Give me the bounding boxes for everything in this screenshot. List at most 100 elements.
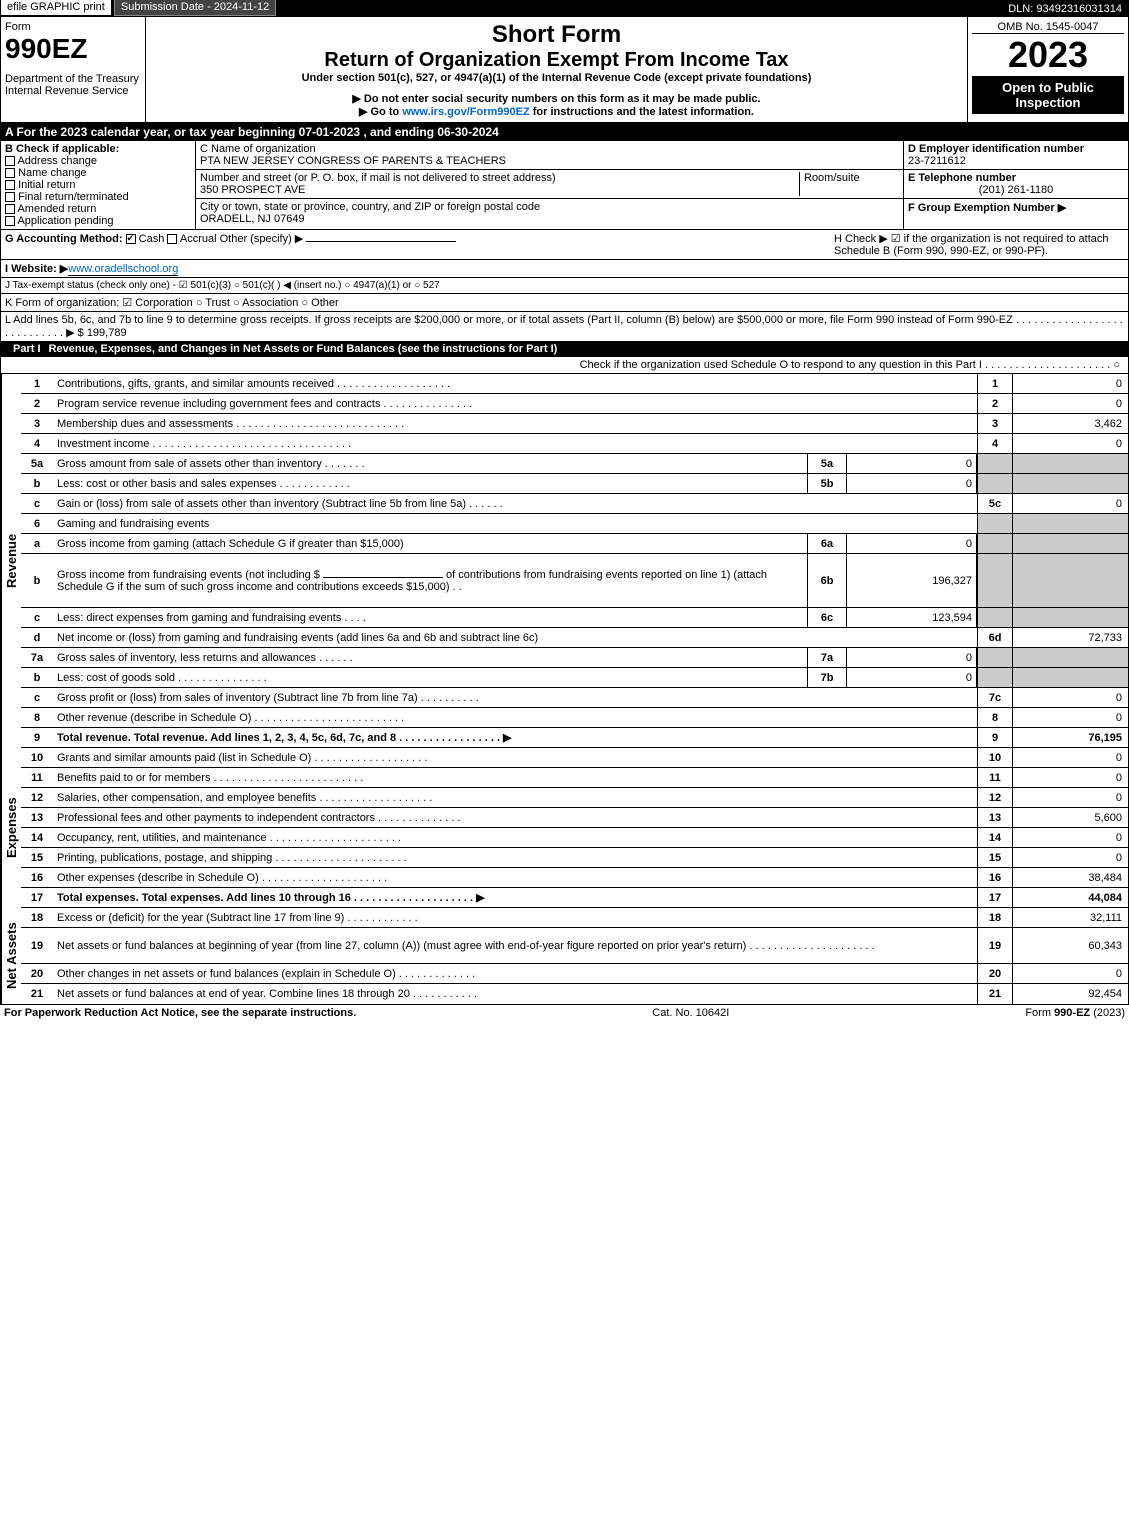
section-j: J Tax-exempt status (check only one) - ☑… <box>1 278 1128 294</box>
revenue-section: Revenue 1Contributions, gifts, grants, a… <box>1 374 1128 748</box>
line-21-desc: Net assets or fund balances at end of ye… <box>53 986 977 1002</box>
line-1-value: 0 <box>1013 374 1128 393</box>
line-6b-value: 196,327 <box>847 554 977 607</box>
line-8-desc: Other revenue (describe in Schedule O) .… <box>53 710 977 726</box>
short-form-title: Short Form <box>150 21 963 49</box>
gross-receipts-value: 199,789 <box>87 327 127 339</box>
netassets-vlabel: Net Assets <box>1 908 21 1004</box>
line-5a-desc: Gross amount from sale of assets other t… <box>53 456 807 472</box>
line-21-value: 92,454 <box>1013 984 1128 1004</box>
line-4-value: 0 <box>1013 434 1128 453</box>
final-return-checkbox[interactable] <box>5 192 15 202</box>
return-title: Return of Organization Exempt From Incom… <box>150 49 963 72</box>
footer-right: Form 990-EZ (2023) <box>1025 1007 1125 1019</box>
line-15-value: 0 <box>1013 848 1128 867</box>
line-10-desc: Grants and similar amounts paid (list in… <box>53 750 977 766</box>
line-11-desc: Benefits paid to or for members . . . . … <box>53 770 977 786</box>
line-6c-desc: Less: direct expenses from gaming and fu… <box>53 610 807 626</box>
section-k: K Form of organization: ☑ Corporation ○ … <box>1 294 1128 312</box>
line-5a-value: 0 <box>847 454 977 473</box>
line-10-value: 0 <box>1013 748 1128 767</box>
line-7c-value: 0 <box>1013 688 1128 707</box>
open-to-public: Open to Public Inspection <box>972 76 1124 114</box>
c-label: C Name of organization <box>200 143 899 155</box>
line-5b-desc: Less: cost or other basis and sales expe… <box>53 476 807 492</box>
app-pending-checkbox[interactable] <box>5 216 15 226</box>
addr-change-checkbox[interactable] <box>5 156 15 166</box>
line-9-value: 76,195 <box>1013 728 1128 747</box>
line-5b-value: 0 <box>847 474 977 493</box>
line-19-desc: Net assets or fund balances at beginning… <box>53 938 977 954</box>
netassets-section: Net Assets 18Excess or (deficit) for the… <box>1 908 1128 1004</box>
line-6a-value: 0 <box>847 534 977 553</box>
expenses-section: Expenses 10Grants and similar amounts pa… <box>1 748 1128 908</box>
line-11-value: 0 <box>1013 768 1128 787</box>
org-city: ORADELL, NJ 07649 <box>200 213 899 225</box>
line-7b-value: 0 <box>847 668 977 687</box>
form-number: 990EZ <box>5 33 141 65</box>
form-container: efile GRAPHIC print Submission Date - 20… <box>0 0 1129 1005</box>
page-footer: For Paperwork Reduction Act Notice, see … <box>0 1005 1129 1021</box>
expenses-vlabel: Expenses <box>1 748 21 908</box>
line-4-desc: Investment income . . . . . . . . . . . … <box>53 436 977 452</box>
line-3-desc: Membership dues and assessments . . . . … <box>53 416 977 432</box>
under-section: Under section 501(c), 527, or 4947(a)(1)… <box>150 72 963 84</box>
section-l: L Add lines 5b, 6c, and 7b to line 9 to … <box>1 312 1128 341</box>
dln: DLN: 93492316031314 <box>1002 1 1128 17</box>
line-9-desc: Total revenue. Total revenue. Add lines … <box>53 729 977 746</box>
name-change-checkbox[interactable] <box>5 168 15 178</box>
line-12-desc: Salaries, other compensation, and employ… <box>53 790 977 806</box>
line-12-value: 0 <box>1013 788 1128 807</box>
line-7a-value: 0 <box>847 648 977 667</box>
line-6c-value: 123,594 <box>847 608 977 627</box>
website-link[interactable]: www.oradellschool.org <box>68 263 178 276</box>
line-13-value: 5,600 <box>1013 808 1128 827</box>
line-18-desc: Excess or (deficit) for the year (Subtra… <box>53 910 977 926</box>
submission-date: Submission Date - 2024-11-12 <box>114 0 276 16</box>
group-exemption-label: F Group Exemption Number ▶ <box>908 202 1066 214</box>
amended-checkbox[interactable] <box>5 204 15 214</box>
irs-link[interactable]: www.irs.gov/Form990EZ <box>402 106 529 118</box>
irs-label: Internal Revenue Service <box>5 85 141 97</box>
cash-checkbox[interactable] <box>126 234 136 244</box>
ein-value: 23-7211612 <box>908 155 1124 167</box>
room-suite-label: Room/suite <box>799 172 899 196</box>
tax-year: 2023 <box>972 34 1124 76</box>
line-18-value: 32,111 <box>1013 908 1128 927</box>
part-i-title: Revenue, Expenses, and Changes in Net As… <box>49 343 1124 355</box>
section-h: H Check ▶ ☑ if the organization is not r… <box>834 232 1124 257</box>
section-b: B Check if applicable: Address change Na… <box>1 141 1128 230</box>
line-17-desc: Total expenses. Total expenses. Add line… <box>53 889 977 906</box>
footer-left: For Paperwork Reduction Act Notice, see … <box>4 1007 356 1019</box>
dept-treasury: Department of the Treasury <box>5 73 141 85</box>
check-if-applicable: B Check if applicable: Address change Na… <box>1 141 196 229</box>
line-6a-desc: Gross income from gaming (attach Schedul… <box>53 536 807 552</box>
ein-label: D Employer identification number <box>908 143 1084 155</box>
line-14-desc: Occupancy, rent, utilities, and maintena… <box>53 830 977 846</box>
org-name: PTA NEW JERSEY CONGRESS OF PARENTS & TEA… <box>200 155 899 167</box>
line-20-value: 0 <box>1013 964 1128 983</box>
initial-return-checkbox[interactable] <box>5 180 15 190</box>
efile-print-button[interactable]: efile GRAPHIC print <box>1 0 111 15</box>
check-schedule-o: Check if the organization used Schedule … <box>1 357 1128 374</box>
omb-number: OMB No. 1545-0047 <box>972 21 1124 34</box>
line-19-value: 60,343 <box>1013 928 1128 963</box>
line-20-desc: Other changes in net assets or fund bala… <box>53 966 977 982</box>
accrual-checkbox[interactable] <box>167 234 177 244</box>
goto-line: ▶ Go to www.irs.gov/Form990EZ for instru… <box>150 105 963 118</box>
line-14-value: 0 <box>1013 828 1128 847</box>
header-left: Form 990EZ Department of the Treasury In… <box>1 17 146 122</box>
line-6-desc: Gaming and fundraising events <box>53 516 977 532</box>
form-label: Form <box>5 21 141 33</box>
part-i-header: Part I Revenue, Expenses, and Changes in… <box>1 341 1128 357</box>
line-3-value: 3,462 <box>1013 414 1128 433</box>
line-5c-desc: Gain or (loss) from sale of assets other… <box>53 496 977 512</box>
line-2-desc: Program service revenue including govern… <box>53 396 977 412</box>
topbar: efile GRAPHIC print Submission Date - 20… <box>1 1 1128 17</box>
footer-center: Cat. No. 10642I <box>652 1007 729 1019</box>
row-a: A For the 2023 calendar year, or tax yea… <box>1 123 1128 141</box>
line-8-value: 0 <box>1013 708 1128 727</box>
other-specify-input[interactable] <box>306 241 456 242</box>
donot-enter: ▶ Do not enter social security numbers o… <box>150 92 963 105</box>
revenue-vlabel: Revenue <box>1 374 21 748</box>
